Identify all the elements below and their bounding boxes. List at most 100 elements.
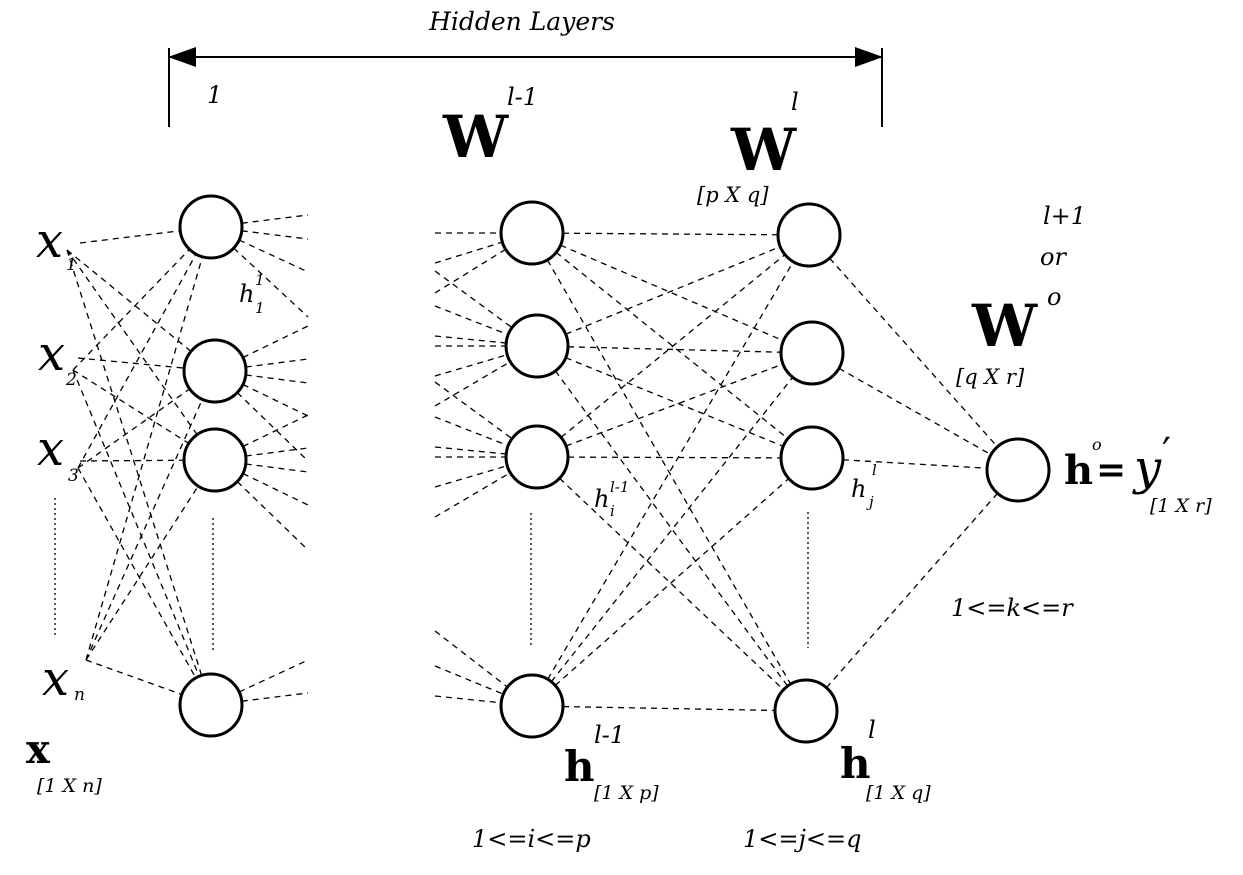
edge-layer-prev-stub [434, 695, 502, 704]
layer-cur-node-2 [779, 320, 845, 386]
layer-vector-labels: h l-1 [1 X p] 1<=i<=p h l [1 X q] 1<=j<=… [472, 716, 931, 853]
layer-prev-node-2 [504, 313, 570, 379]
w-out-dims: [q X r] [956, 365, 1025, 389]
input-xn-sub: n [74, 685, 85, 705]
layer1-node-3 [182, 427, 248, 493]
input-vector-dims: [1 X n] [37, 775, 102, 797]
edge-layer1-stub [242, 325, 309, 359]
hidden-layers-span: Hidden Layers 1 [168, 7, 883, 127]
edge-prev-cur [547, 261, 794, 680]
edge-layer-prev-stub [434, 665, 504, 695]
w-out-sup-a: l+1 [1043, 202, 1086, 230]
edge-layer1-stub [245, 463, 309, 473]
h-cur-dims: [1 X q] [866, 782, 931, 804]
edge-layer1-stub [238, 659, 309, 693]
edge-prev-cur [562, 232, 779, 236]
layer-cur-node-3 [779, 425, 845, 491]
edge-cur-output [838, 367, 992, 456]
edge-prev-cur [559, 477, 784, 691]
h-cur-sup: l [868, 716, 876, 744]
edge-input-layer1 [77, 388, 191, 469]
edge-layer-prev-stub [434, 361, 511, 407]
hj-sup: l [872, 461, 877, 479]
hj-sub: j [866, 493, 874, 511]
edge-layer1-stub [242, 414, 309, 448]
output-dims: [1 X r] [1150, 495, 1212, 517]
w-out-sup-c: o [1047, 283, 1061, 311]
h11-sup: 1 [255, 271, 265, 289]
edge-layer1-stub [245, 447, 309, 457]
edge-prev-cur [560, 244, 784, 342]
edge-prev-cur [554, 370, 789, 687]
edge-prev-cur [565, 246, 781, 335]
output-labels: h o = y ′ [1 X r] 1<=k<=r [951, 430, 1212, 622]
edge-input-layer1 [79, 230, 181, 244]
hidden-layers-label: Hidden Layers [428, 7, 615, 36]
ellipsis-markers [54, 498, 809, 650]
edge-prev-cur [550, 376, 794, 683]
w-cur-sup: l [791, 88, 799, 116]
edge-cur-output [829, 257, 998, 448]
edge-input-layer1 [77, 253, 197, 469]
w-out-sup-b: or [1040, 243, 1067, 271]
h-prev-sup: l-1 [594, 721, 625, 749]
edge-layer-prev-stub [434, 241, 503, 264]
edge-layer-prev-stub [434, 381, 513, 440]
input-x3-sub: 3 [68, 466, 79, 486]
layer-prev-node-p [499, 673, 565, 739]
input-x1-sub: 1 [66, 255, 77, 275]
edge-input-layer1 [72, 369, 200, 677]
edge-layer1-stub [242, 472, 309, 506]
edge-layer1-stub [236, 392, 309, 462]
w-cur-symbol: W [730, 116, 797, 184]
edge-layer-prev-stub [434, 354, 508, 377]
edge-layer1-stub [245, 374, 309, 384]
output-h-symbol: h [1064, 447, 1093, 494]
edge-prev-cur [554, 478, 790, 686]
range-i: 1<=i<=p [472, 825, 591, 853]
input-x1-symbol: x [36, 213, 63, 269]
edge-cur-output [842, 459, 988, 469]
range-k: 1<=k<=r [951, 594, 1074, 622]
input-x3-symbol: x [37, 421, 64, 477]
edge-input-layer1 [85, 256, 204, 661]
edge-prev-cur [555, 251, 789, 440]
input-x2-symbol: x [38, 326, 65, 382]
edge-prev-cur [565, 357, 784, 447]
edge-input-layer1 [66, 249, 198, 436]
layer1-node-n [178, 672, 244, 738]
hidden-unit-labels: h 1 1 h i l-1 h j l [239, 271, 877, 520]
edge-layer1-stub [238, 239, 309, 273]
edge-input-layer1 [66, 249, 203, 676]
edge-prev-cur [567, 456, 782, 459]
h-cur-symbol: h [840, 739, 871, 788]
hj-symbol: h [851, 475, 866, 503]
layer1-node-2 [182, 338, 248, 404]
output-y-prime: ′ [1162, 430, 1171, 476]
nodes [178, 194, 1051, 744]
edge-layer-prev-stub [434, 248, 506, 294]
edge-layer1-stub [245, 358, 309, 368]
edge-layer-prev-stub [434, 630, 508, 688]
edge-input-layer1 [66, 249, 192, 352]
edge-layer1-stub [242, 383, 309, 417]
edge-layer-prev-stub [434, 446, 507, 455]
edge-layer1-stub [236, 481, 309, 551]
layer1-node-1 [178, 194, 244, 260]
h-prev-dims: [1 X p] [594, 782, 659, 804]
output-equals: = [1096, 449, 1126, 491]
output-h-sup: o [1092, 435, 1102, 454]
edge-input-layer1 [72, 369, 190, 444]
edge-input-layer1 [85, 399, 203, 661]
edge-layer1-stub [241, 214, 309, 224]
edge-layer-prev-stub [434, 270, 513, 329]
edge-layer1-stub [233, 247, 309, 318]
hi-symbol: h [594, 485, 609, 513]
w-prev-symbol: W [442, 103, 509, 171]
layer-prev-node-1 [499, 200, 565, 266]
connection-edges [66, 214, 999, 712]
input-xn-symbol: x [42, 651, 69, 707]
w-cur-dims: [p X q] [697, 183, 769, 207]
edge-input-layer1 [85, 659, 183, 696]
